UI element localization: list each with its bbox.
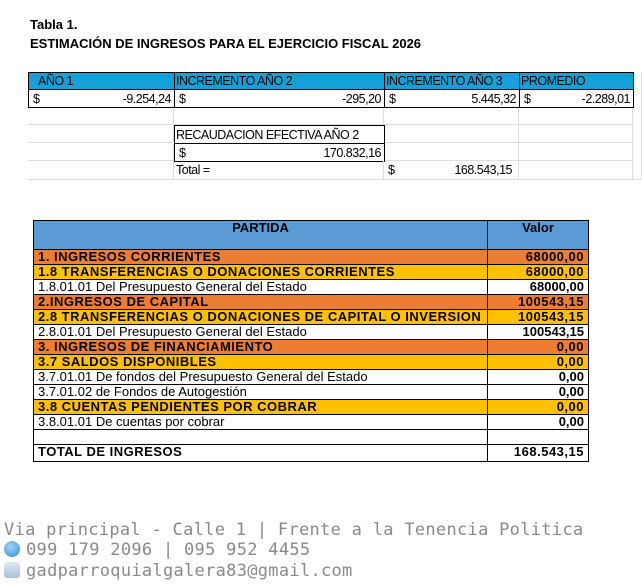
header-partida: PARTIDA [33, 220, 488, 250]
valor-cell: 68000,00 [487, 264, 589, 280]
partida-cell: TOTAL DE INGRESOS [33, 444, 488, 462]
table-row: 1.8.01.01 Del Presupuesto General del Es… [33, 279, 589, 295]
table-row: 2.8.01.01 Del Presupuesto General del Es… [33, 324, 589, 340]
footer-address: Via principal - Calle 1 | Frente a la Te… [4, 520, 584, 540]
valor-cell: 0,00 [487, 369, 589, 385]
grid-cell [633, 72, 642, 180]
value: 168.543,15 [454, 163, 512, 177]
table-row: 1. INGRESOS CORRIENTES 68000,00 [33, 249, 589, 265]
recaudacion-value: $170.832,16 [174, 143, 385, 162]
valor-cell: 100543,15 [487, 309, 589, 325]
value: 5.445,32 [471, 92, 516, 106]
value: -9.254,24 [122, 92, 172, 106]
total-label: Total = [174, 161, 384, 180]
table-row: 3.8 CUENTAS PENDIENTES POR COBRAR 0,00 [33, 399, 589, 415]
grid-cell [519, 125, 633, 143]
valor-cell: 168.543,15 [487, 444, 589, 462]
phone-icon [4, 541, 20, 557]
email-icon [4, 562, 20, 578]
header-valor: Valor [487, 220, 589, 250]
valor-cell: 0,00 [487, 354, 589, 370]
partida-cell: 2.INGRESOS DE CAPITAL [33, 294, 488, 310]
partida-cell: 3.7 SALDOS DISPONIBLES [33, 354, 488, 370]
recaudacion-label: RECAUDACION EFECTIVA AÑO 2 [174, 125, 385, 144]
table-row: 2.INGRESOS DE CAPITAL 100543,15 [33, 294, 589, 310]
table-row: 3.7.01.02 de Fondos de Autogestión 0,00 [33, 384, 589, 400]
value: -2.289,01 [581, 92, 631, 106]
currency: $ [388, 163, 395, 177]
header-incremento-ano-3: INCREMENTO AÑO 3 [384, 72, 520, 90]
value-incremento-ano-2: $ -295,20 [174, 89, 385, 108]
currency: $ [524, 92, 531, 106]
partida-cell: 3.7.01.02 de Fondos de Autogestión [33, 384, 488, 400]
phones-text: 099 179 2096 | 095 952 4455 [26, 540, 311, 560]
grid-cell [519, 107, 633, 125]
value: 170.832,16 [323, 146, 381, 160]
grid-cell [28, 107, 174, 125]
currency: $ [179, 92, 186, 106]
email-text: gadparroquialgalera83@gmail.com [26, 561, 353, 581]
valor-cell: 100543,15 [487, 324, 589, 340]
valor-cell: 0,00 [487, 384, 589, 400]
partida-cell: 1. INGRESOS CORRIENTES [33, 249, 488, 265]
table-row: 2.8 TRANSFERENCIAS O DONACIONES DE CAPIT… [33, 309, 589, 325]
grid-cell [384, 107, 519, 125]
grid-cell [519, 161, 633, 180]
valor-cell: 100543,15 [487, 294, 589, 310]
table-row: TOTAL DE INGRESOS 168.543,15 [33, 444, 589, 462]
header-incremento-ano-2: INCREMENTO AÑO 2 [174, 72, 385, 90]
header-ano-1: AÑO 1 [28, 72, 175, 90]
table-row: 3.8.01.01 De cuentas por cobrar 0,00 [33, 414, 589, 430]
table-header-row: PARTIDA Valor [33, 220, 589, 250]
table-row: 3.7 SALDOS DISPONIBLES 0,00 [33, 354, 589, 370]
footer-email: gadparroquialgalera83@gmail.com [4, 561, 353, 581]
value-ano-1: $ -9.254,24 [28, 89, 175, 108]
valor-cell [487, 429, 589, 445]
currency: $ [179, 146, 186, 160]
ingresos-table: PARTIDA Valor 1. INGRESOS CORRIENTES 6800… [33, 220, 589, 462]
valor-cell: 68000,00 [487, 249, 589, 265]
grid-cell [28, 161, 174, 180]
grid-cell [28, 125, 174, 143]
table-title: ESTIMACIÓN DE INGRESOS PARA EL EJERCICIO… [30, 36, 422, 51]
partida-cell: 2.8.01.01 Del Presupuesto General del Es… [33, 324, 488, 340]
valor-cell: 0,00 [487, 399, 589, 415]
partida-cell [33, 429, 488, 445]
partida-cell: 1.8 TRANSFERENCIAS O DONACIONES CORRIENT… [33, 264, 488, 280]
grid-cell [174, 107, 384, 125]
valor-cell: 0,00 [487, 414, 589, 430]
value: -295,20 [342, 92, 381, 106]
value-promedio: $ -2.289,01 [519, 89, 634, 108]
table-label: Tabla 1. [30, 17, 78, 32]
partida-cell: 3.8.01.01 De cuentas por cobrar [33, 414, 488, 430]
value-incremento-ano-3: $5.445,32 [384, 89, 520, 108]
currency: $ [389, 92, 396, 106]
valor-cell: 0,00 [487, 339, 589, 355]
grid-cell [519, 143, 633, 161]
partida-cell: 3.7.01.01 De fondos del Presupuesto Gene… [33, 369, 488, 385]
total-value: $168.543,15 [384, 161, 519, 180]
table-row: 1.8 TRANSFERENCIAS O DONACIONES CORRIENT… [33, 264, 589, 280]
grid-cell [384, 143, 519, 161]
currency: $ [33, 92, 40, 106]
table-row: 3. INGRESOS DE FINANCIAMIENTO 0,00 [33, 339, 589, 355]
grid-cell [28, 143, 174, 161]
table-row [33, 429, 589, 445]
grid-cell [384, 125, 519, 143]
footer-phones: 099 179 2096 | 095 952 4455 [4, 540, 310, 560]
partida-cell: 3.8 CUENTAS PENDIENTES POR COBRAR [33, 399, 488, 415]
partida-cell: 3. INGRESOS DE FINANCIAMIENTO [33, 339, 488, 355]
header-promedio: PROMEDIO [519, 72, 634, 90]
table-row: 3.7.01.01 De fondos del Presupuesto Gene… [33, 369, 589, 385]
partida-cell: 2.8 TRANSFERENCIAS O DONACIONES DE CAPIT… [33, 309, 488, 325]
partida-cell: 1.8.01.01 Del Presupuesto General del Es… [33, 279, 488, 295]
valor-cell: 68000,00 [487, 279, 589, 295]
